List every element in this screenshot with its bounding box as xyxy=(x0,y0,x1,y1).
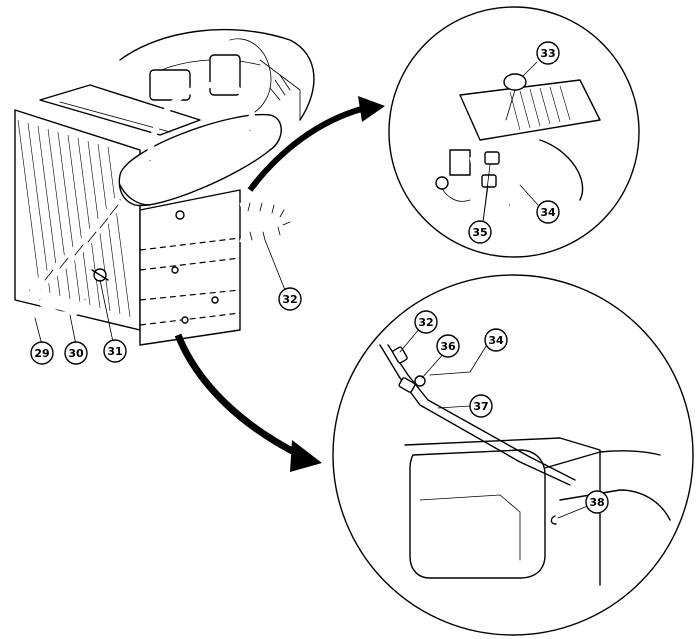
svg-text:38: 38 xyxy=(589,496,604,509)
support-post xyxy=(139,189,241,346)
svg-text:30: 30 xyxy=(68,347,84,360)
callout-32-bottom: 32 xyxy=(414,310,438,334)
engine-assembly xyxy=(119,28,315,121)
corrugated-hose xyxy=(26,196,125,295)
svg-text:36: 36 xyxy=(440,340,456,353)
svg-text:34: 34 xyxy=(488,334,504,347)
svg-text:37: 37 xyxy=(473,400,488,413)
detail-view-bottom xyxy=(332,274,694,636)
callout-31: 31 xyxy=(103,339,127,363)
svg-text:33: 33 xyxy=(540,47,555,60)
callout-35: 35 xyxy=(468,220,492,244)
radiator-panel xyxy=(14,84,201,331)
callout-30: 30 xyxy=(64,341,88,365)
callout-34-bottom: 34 xyxy=(484,328,508,352)
callout-33: 33 xyxy=(536,41,560,65)
curved-arrow-icon xyxy=(174,333,322,472)
cap-with-handle xyxy=(118,81,282,207)
svg-text:35: 35 xyxy=(472,226,487,239)
detail-view-top xyxy=(388,6,640,258)
svg-text:31: 31 xyxy=(107,345,122,358)
main-view xyxy=(14,28,315,346)
svg-text:32: 32 xyxy=(418,316,433,329)
callout-37: 37 xyxy=(469,394,493,418)
callout-32-main: 32 xyxy=(278,287,302,311)
callout-36: 36 xyxy=(436,334,460,358)
callout-38: 38 xyxy=(585,490,609,514)
callout-34-top: 34 xyxy=(536,200,560,224)
callout-29: 29 xyxy=(30,341,54,365)
curved-arrow-icon xyxy=(247,96,385,192)
svg-text:34: 34 xyxy=(540,206,556,219)
svg-text:29: 29 xyxy=(34,347,49,360)
svg-text:32: 32 xyxy=(282,293,297,306)
